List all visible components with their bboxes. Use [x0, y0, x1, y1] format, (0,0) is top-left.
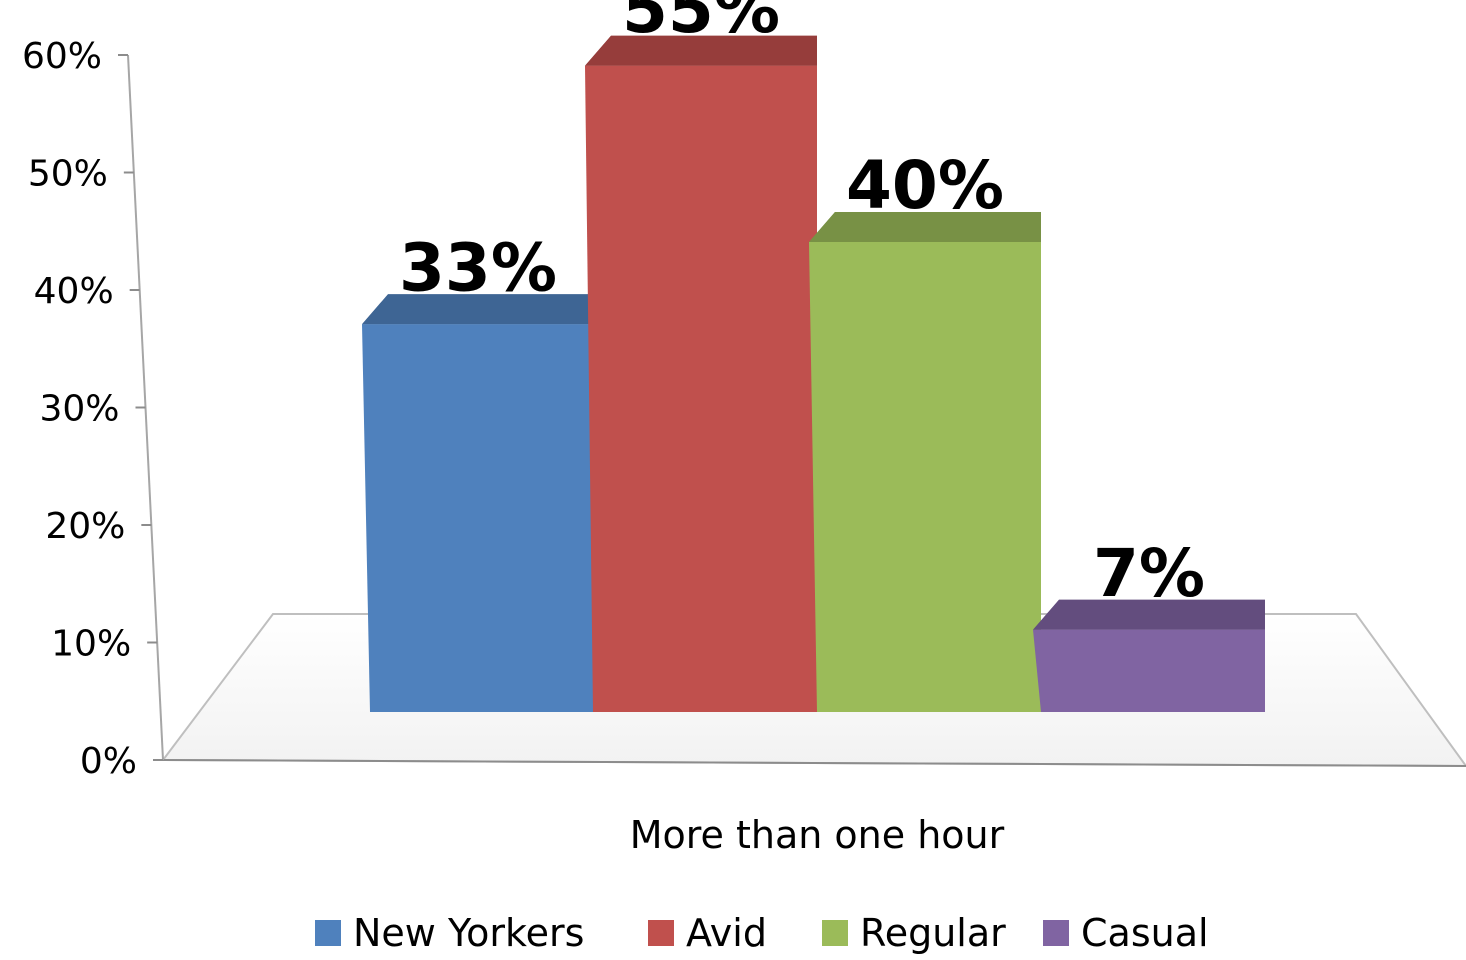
bar-avid — [585, 35, 817, 712]
legend-swatch — [1043, 920, 1069, 946]
data-label-regular: 40% — [846, 147, 1004, 224]
y-tick-label: 10% — [51, 624, 131, 665]
bar-top-face-fill — [1033, 599, 1265, 630]
data-labels: 33% 55% 40% 7% — [399, 0, 1205, 612]
legend-item-regular: Regular — [822, 911, 1006, 955]
bar-new-yorkers — [362, 294, 594, 712]
bar-front-face — [585, 65, 817, 712]
bar-top-face-fill — [809, 212, 1041, 242]
data-label-casual: 7% — [1093, 535, 1205, 612]
data-label-new-yorkers: 33% — [399, 229, 557, 306]
x-category-label: More than one hour — [630, 813, 1005, 857]
y-tick-label: 30% — [39, 389, 119, 430]
legend: New Yorkers Avid Regular Casual — [315, 911, 1209, 955]
bars — [362, 35, 1265, 712]
data-label-avid: 55% — [622, 0, 780, 48]
legend-swatch — [822, 920, 848, 946]
bar-front-face — [809, 242, 1041, 712]
bar-front-face — [362, 324, 594, 712]
bar-regular — [809, 212, 1041, 712]
bar-casual — [1033, 599, 1265, 712]
legend-item-new-yorkers: New Yorkers — [315, 911, 584, 955]
legend-label: New Yorkers — [353, 911, 584, 955]
y-tick-label: 40% — [34, 271, 114, 312]
x-axis-line — [162, 759, 1466, 767]
bar-top-face-fill — [585, 35, 817, 66]
legend-item-casual: Casual — [1043, 911, 1209, 955]
legend-label: Regular — [860, 911, 1006, 955]
legend-item-avid: Avid — [648, 911, 767, 955]
y-tick-label: 20% — [45, 506, 125, 547]
y-axis: 0% 10% 20% 30% 40% 50% 60% — [22, 36, 164, 782]
legend-swatch — [648, 920, 674, 946]
y-tick-label: 50% — [28, 154, 108, 195]
legend-label: Avid — [686, 911, 767, 955]
legend-label: Casual — [1081, 911, 1209, 955]
y-tick-label: 0% — [80, 741, 137, 782]
y-tick-label: 60% — [22, 36, 102, 77]
legend-swatch — [315, 920, 341, 946]
bar-front-face — [1033, 629, 1265, 712]
bar-top-face-fill — [362, 294, 594, 325]
x-axis-categories: More than one hour — [630, 813, 1005, 857]
